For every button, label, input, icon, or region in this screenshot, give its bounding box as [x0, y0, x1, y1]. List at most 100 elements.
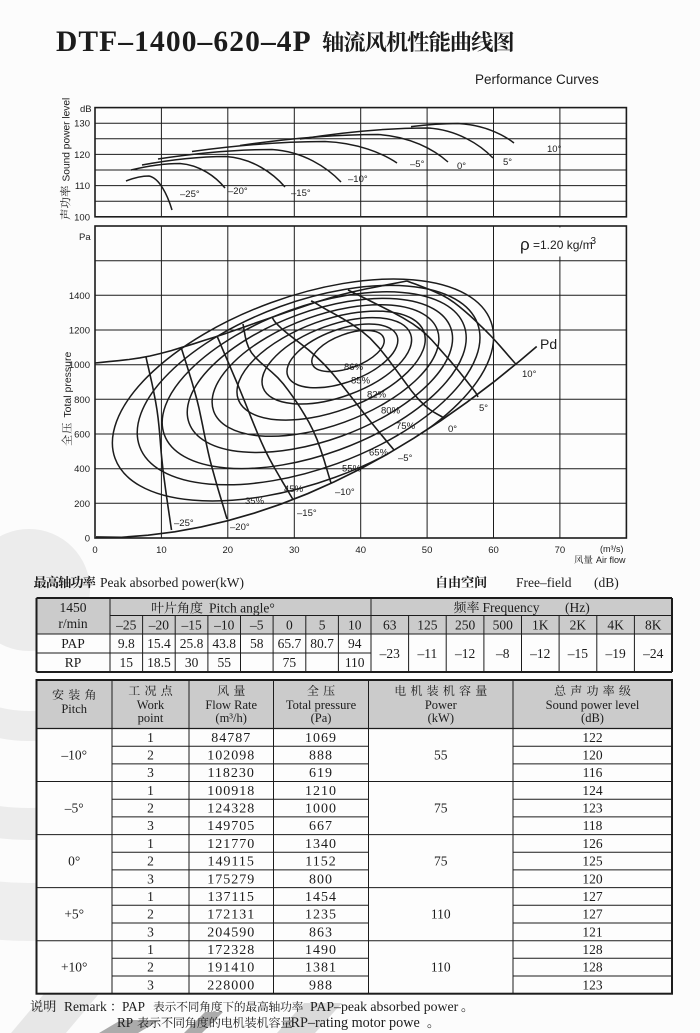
svg-text:128: 128 [582, 960, 603, 975]
svg-text:125: 125 [417, 618, 438, 633]
svg-text:1152: 1152 [305, 855, 336, 870]
svg-text:124: 124 [582, 783, 603, 798]
svg-text:1069: 1069 [305, 731, 337, 746]
svg-text:191410: 191410 [207, 961, 255, 976]
svg-text:10: 10 [156, 545, 167, 556]
svg-text:–10°: –10° [335, 487, 355, 498]
svg-text:–5: –5 [249, 618, 264, 633]
svg-text:123: 123 [582, 801, 603, 816]
svg-text:5°: 5° [503, 157, 512, 168]
svg-text:–10°: –10° [60, 748, 87, 763]
svg-text:2: 2 [147, 960, 154, 975]
svg-text:–12: –12 [454, 646, 475, 661]
svg-text:1K: 1K [532, 618, 549, 633]
svg-text:Free–field: Free–field [516, 575, 572, 590]
svg-text:–15°: –15° [291, 188, 311, 199]
svg-text:35%: 35% [245, 496, 265, 507]
svg-text:200: 200 [74, 499, 90, 510]
svg-text:(m³/h): (m³/h) [215, 711, 247, 725]
svg-text:Work: Work [137, 698, 165, 712]
svg-text:0°: 0° [68, 854, 80, 869]
svg-text:Pitch: Pitch [61, 702, 87, 716]
svg-text:888: 888 [309, 749, 333, 764]
svg-text:988: 988 [309, 978, 333, 993]
svg-text:86%: 86% [344, 362, 364, 373]
svg-text:5: 5 [319, 618, 326, 633]
svg-text:(kW): (kW) [428, 711, 454, 725]
svg-text:1: 1 [147, 889, 154, 904]
svg-text:1490: 1490 [305, 943, 337, 958]
svg-text:Sound power level: Sound power level [546, 698, 640, 712]
svg-text:Performance Curves: Performance Curves [475, 72, 599, 87]
svg-text:1000: 1000 [69, 360, 90, 371]
svg-text:172131: 172131 [207, 908, 255, 923]
svg-text:45%: 45% [284, 484, 304, 495]
svg-text:149705: 149705 [207, 819, 255, 834]
svg-text:–11: –11 [417, 646, 438, 661]
svg-text:PAP: PAP [61, 636, 85, 651]
svg-text:0: 0 [85, 534, 90, 545]
svg-text:Sound power level: Sound power level [62, 98, 73, 182]
svg-text:1: 1 [147, 836, 154, 851]
svg-text:Frequency: Frequency [483, 600, 540, 615]
svg-text:1: 1 [147, 783, 154, 798]
svg-text:25.8: 25.8 [180, 636, 204, 651]
svg-text:(m³/s): (m³/s) [600, 544, 624, 554]
svg-text:(dB): (dB) [581, 711, 604, 725]
svg-text:–8: –8 [495, 646, 510, 661]
svg-text:3: 3 [147, 924, 154, 939]
svg-text:1454: 1454 [305, 890, 337, 905]
svg-text:120: 120 [582, 871, 603, 886]
svg-text:125: 125 [582, 854, 603, 869]
svg-text:127: 127 [582, 889, 603, 904]
svg-text:55: 55 [434, 748, 448, 763]
svg-text:1400: 1400 [69, 291, 90, 302]
svg-text:1210: 1210 [305, 784, 337, 799]
svg-text:+5°: +5° [64, 907, 84, 922]
svg-text:–15: –15 [180, 618, 202, 633]
svg-text:70: 70 [555, 545, 566, 556]
svg-text:43.8: 43.8 [212, 636, 236, 651]
svg-text:5°: 5° [479, 403, 488, 414]
svg-text:118230: 118230 [207, 766, 254, 781]
svg-text:65.7: 65.7 [278, 636, 302, 651]
svg-text:80.7: 80.7 [310, 636, 334, 651]
svg-text:9.8: 9.8 [118, 636, 135, 651]
svg-text:110: 110 [75, 181, 90, 192]
svg-text:point: point [138, 711, 164, 725]
svg-text:–10°: –10° [348, 174, 368, 185]
svg-text:15: 15 [120, 655, 134, 670]
svg-text:–12: –12 [529, 646, 550, 661]
svg-text:120: 120 [582, 748, 603, 763]
svg-text:1340: 1340 [305, 837, 337, 852]
svg-text:DTF–1400–620–4P: DTF–1400–620–4P [56, 26, 312, 58]
svg-text:–5°: –5° [398, 453, 413, 464]
svg-text:–25: –25 [115, 618, 137, 633]
svg-text:30: 30 [289, 545, 300, 556]
svg-text:3: 3 [147, 977, 154, 992]
svg-text:8K: 8K [645, 618, 662, 633]
svg-text:r/min: r/min [58, 616, 87, 631]
svg-text:0: 0 [92, 545, 97, 556]
svg-text:110: 110 [345, 655, 365, 670]
svg-text:130: 130 [74, 119, 90, 130]
svg-text:3: 3 [591, 236, 597, 247]
svg-text:–5°: –5° [410, 159, 425, 170]
svg-text:3: 3 [147, 871, 154, 886]
svg-text:Pa: Pa [79, 232, 91, 243]
svg-text:20: 20 [223, 545, 234, 556]
svg-text:(dB): (dB) [594, 575, 619, 590]
svg-text:–25°: –25° [174, 518, 194, 529]
svg-text:50: 50 [422, 545, 433, 556]
svg-text:1200: 1200 [69, 326, 90, 337]
svg-text:619: 619 [309, 766, 333, 781]
svg-text:–20: –20 [148, 618, 170, 633]
svg-text:149115: 149115 [207, 855, 254, 870]
svg-text:175279: 175279 [207, 872, 255, 887]
svg-text:65%: 65% [369, 448, 389, 459]
svg-text:121: 121 [582, 924, 602, 939]
svg-text:30: 30 [185, 655, 199, 670]
svg-text:124328: 124328 [207, 802, 255, 817]
svg-text:–20°: –20° [228, 186, 248, 197]
svg-text:Pd: Pd [540, 336, 557, 352]
